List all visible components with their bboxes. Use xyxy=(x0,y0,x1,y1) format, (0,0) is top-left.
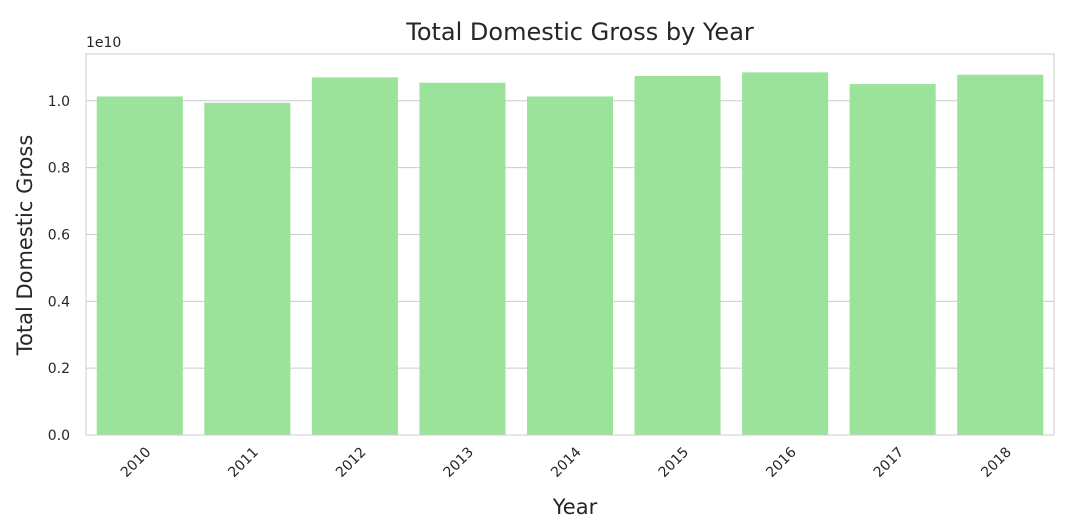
bar-2017 xyxy=(849,84,936,435)
bar-2018 xyxy=(957,74,1044,435)
bar-2015 xyxy=(634,76,721,435)
y-tick-label: 1.0 xyxy=(48,94,70,110)
y-tick-label: 0.0 xyxy=(48,428,70,444)
y-axis-label: Total Domestic Gross xyxy=(13,135,37,357)
y-tick-labels: 0.0 0.2 0.4 0.6 0.8 1.0 xyxy=(48,94,70,444)
bar-2014 xyxy=(526,96,614,436)
bars xyxy=(96,72,1044,436)
bar-2011 xyxy=(204,102,291,435)
bar-2010 xyxy=(96,96,183,436)
y-tick-label: 0.4 xyxy=(48,294,70,310)
y-axis-offset-label: 1e10 xyxy=(86,35,121,51)
bar-2012 xyxy=(311,77,398,435)
plot-frame xyxy=(85,53,1055,436)
bar-2016 xyxy=(742,72,829,435)
y-tick-label: 0.2 xyxy=(48,361,70,377)
chart-title: Total Domestic Gross by Year xyxy=(405,18,754,46)
bar-2013 xyxy=(419,82,506,436)
y-tick-label: 0.8 xyxy=(48,161,70,177)
x-axis-label: Year xyxy=(552,495,598,519)
y-tick-label: 0.6 xyxy=(48,227,70,243)
